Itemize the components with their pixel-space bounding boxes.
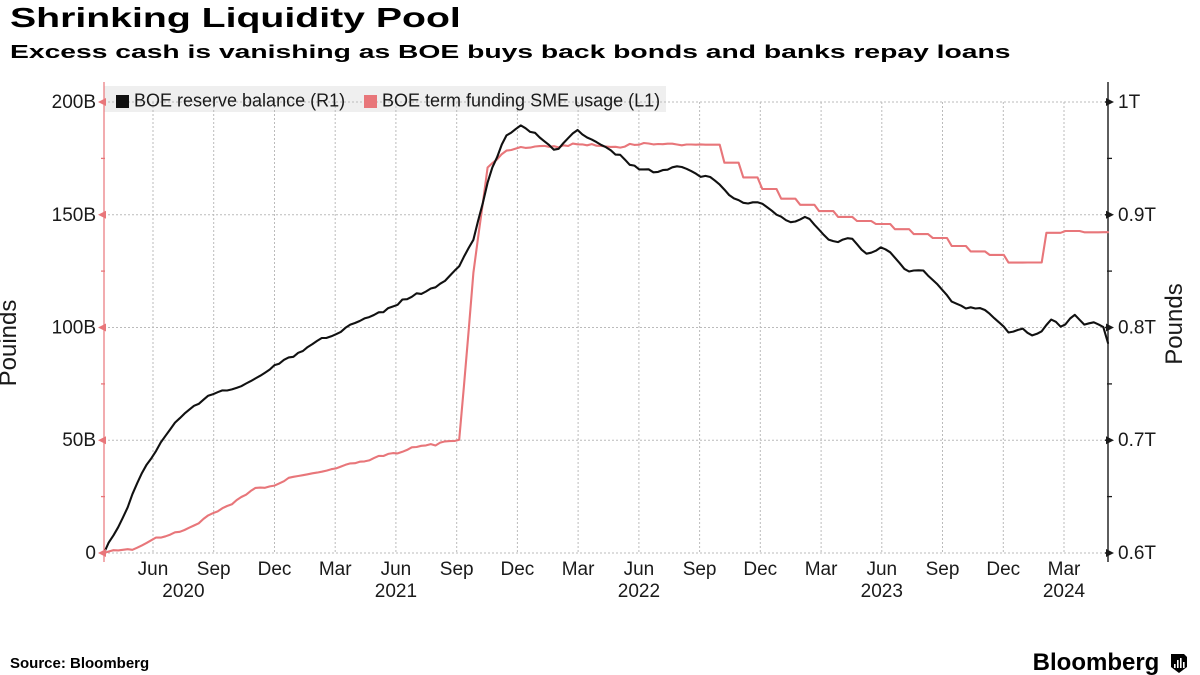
svg-text:Pounds: Pounds bbox=[1161, 283, 1188, 364]
svg-text:BOE term funding SME usage (L1: BOE term funding SME usage (L1) bbox=[382, 91, 660, 111]
svg-text:Jun: Jun bbox=[624, 559, 655, 580]
svg-text:Jun: Jun bbox=[381, 559, 412, 580]
svg-text:2021: 2021 bbox=[375, 581, 417, 602]
svg-text:0.8T: 0.8T bbox=[1118, 318, 1156, 339]
svg-text:2022: 2022 bbox=[618, 581, 660, 602]
svg-text:Mar: Mar bbox=[562, 559, 595, 580]
svg-text:150B: 150B bbox=[52, 205, 96, 226]
svg-text:2020: 2020 bbox=[162, 581, 204, 602]
svg-text:Jun: Jun bbox=[866, 559, 897, 580]
svg-text:Sep: Sep bbox=[440, 559, 474, 580]
svg-text:Mar: Mar bbox=[805, 559, 838, 580]
svg-text:2024: 2024 bbox=[1043, 581, 1086, 602]
svg-text:1T: 1T bbox=[1118, 92, 1141, 113]
svg-text:50B: 50B bbox=[62, 430, 96, 451]
svg-text:100B: 100B bbox=[52, 318, 96, 339]
svg-text:Dec: Dec bbox=[986, 559, 1020, 580]
svg-text:Sep: Sep bbox=[683, 559, 717, 580]
svg-text:Dec: Dec bbox=[258, 559, 292, 580]
svg-text:0.7T: 0.7T bbox=[1118, 430, 1156, 451]
svg-text:0.6T: 0.6T bbox=[1118, 543, 1156, 564]
svg-text:Mar: Mar bbox=[319, 559, 352, 580]
svg-text:0.9T: 0.9T bbox=[1118, 205, 1156, 226]
svg-text:Pouinds: Pouinds bbox=[0, 300, 22, 387]
svg-text:Dec: Dec bbox=[501, 559, 535, 580]
svg-text:200B: 200B bbox=[52, 92, 96, 113]
svg-text:Sep: Sep bbox=[926, 559, 960, 580]
svg-text:Mar: Mar bbox=[1048, 559, 1081, 580]
svg-text:BOE reserve balance (R1): BOE reserve balance (R1) bbox=[134, 91, 345, 111]
svg-text:2023: 2023 bbox=[861, 581, 903, 602]
svg-text:Dec: Dec bbox=[743, 559, 777, 580]
svg-text:Sep: Sep bbox=[197, 559, 231, 580]
svg-text:Jun: Jun bbox=[138, 559, 169, 580]
svg-text:0: 0 bbox=[85, 543, 96, 564]
